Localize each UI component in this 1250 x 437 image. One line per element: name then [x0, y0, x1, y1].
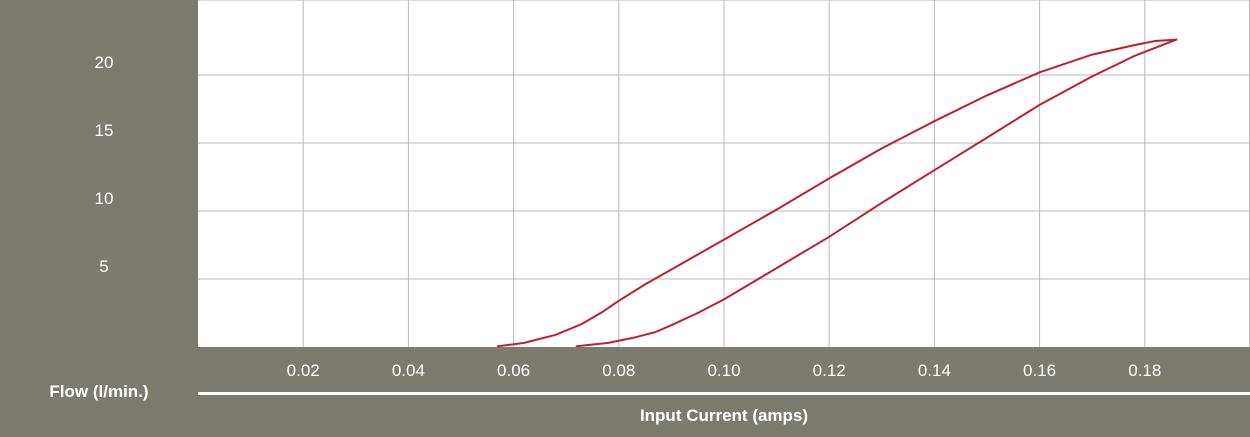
y-tick-label: 20 [95, 53, 114, 72]
x-tick-label: 0.06 [497, 361, 530, 380]
y-axis-title: Flow (l/min.) [49, 382, 149, 401]
x-tick-label: 0.16 [1023, 361, 1056, 380]
x-tick-label: 0.04 [392, 361, 425, 380]
x-axis-title: Input Current (amps) [639, 406, 809, 425]
y-axis-panel [0, 0, 198, 347]
y-tick-label: 10 [95, 189, 114, 208]
x-tick-band [198, 347, 1250, 392]
x-tick-label: 0.10 [707, 361, 740, 380]
y-tick-label: 15 [95, 121, 114, 140]
x-tick-label: 0.14 [918, 361, 951, 380]
x-tick-label: 0.18 [1128, 361, 1161, 380]
lower-curve-line [575, 38, 1178, 348]
x-tick-label: 0.08 [602, 361, 635, 380]
y-tick-label: 5 [99, 257, 108, 276]
y-axis-title-cell: Flow (l/min.) [0, 347, 198, 437]
x-axis-title-band: Input Current (amps) [198, 395, 1250, 437]
upper-curve-line [496, 38, 1178, 348]
x-tick-label: 0.12 [813, 361, 846, 380]
x-tick-label: 0.02 [287, 361, 320, 380]
